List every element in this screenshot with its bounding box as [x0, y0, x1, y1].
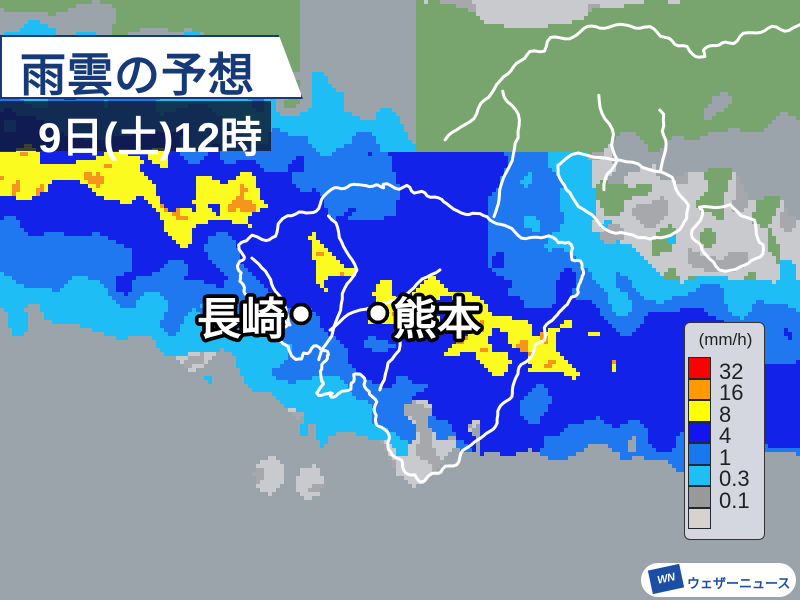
- svg-text:熊本: 熊本: [393, 295, 481, 344]
- svg-text:長崎: 長崎: [197, 295, 285, 344]
